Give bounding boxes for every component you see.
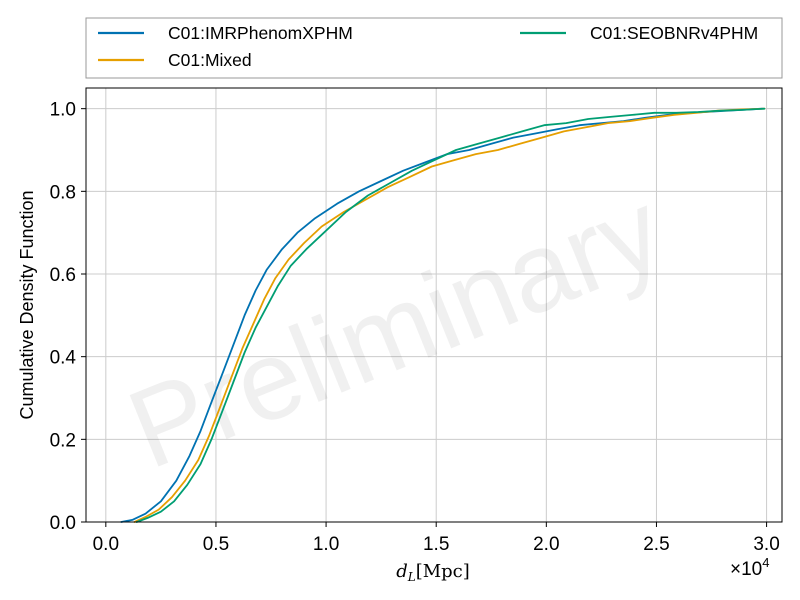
- series-lines: [120, 107, 766, 523]
- x-tick-label: 2.5: [643, 534, 669, 555]
- x-axis-label-units: [Mpc]: [416, 561, 470, 582]
- x-offset-exponent: 4: [762, 555, 769, 570]
- legend-label: C01:Mixed: [168, 50, 252, 70]
- x-axis-label-subscript: L: [407, 570, 416, 584]
- y-tick-label: 0.2: [50, 430, 76, 451]
- legend-item-2: C01:SEOBNRv4PHM: [520, 23, 758, 43]
- x-tick-label: 3.0: [753, 534, 779, 555]
- x-axis-label-symbol: d: [396, 561, 408, 582]
- y-tick-label: 0.8: [50, 182, 76, 203]
- legend-box: [85, 17, 783, 79]
- y-tick-label: 1.0: [50, 100, 76, 121]
- y-tick-label: 0.0: [50, 513, 76, 534]
- x-tick-label: 2.0: [533, 534, 559, 555]
- x-tick-label: 1.0: [313, 534, 339, 555]
- axis-ticks: 0.0 0.5 1.0 1.5 2.0 2.5 3.0 0.0 0.2 0.4 0.6 0.8 1.0: [50, 100, 780, 555]
- series-line-2: [135, 107, 766, 523]
- legend-item-0: C01:IMRPhenomXPHM: [98, 23, 353, 43]
- legend-label: C01:SEOBNRv4PHM: [590, 23, 758, 43]
- y-tick-label: 0.4: [50, 348, 77, 369]
- legend: C01:IMRPhenomXPHM C01:Mixed C01:SEOBNRv4PH…: [85, 17, 783, 79]
- y-tick-label: 0.6: [50, 265, 76, 286]
- x-offset-label: ×104: [730, 555, 769, 580]
- x-tick-label: 1.5: [423, 534, 449, 555]
- x-offset-base: ×10: [730, 559, 762, 580]
- x-axis-label: dL[Mpc]: [396, 561, 470, 584]
- plot-frame: [85, 87, 783, 523]
- legend-item-1: C01:Mixed: [98, 50, 252, 70]
- x-tick-label: 0.0: [93, 534, 119, 555]
- legend-label: C01:IMRPhenomXPHM: [168, 23, 353, 43]
- y-axis-label: Cumulative Density Function: [17, 190, 37, 419]
- series-line-1: [133, 107, 766, 523]
- x-tick-label: 0.5: [203, 534, 229, 555]
